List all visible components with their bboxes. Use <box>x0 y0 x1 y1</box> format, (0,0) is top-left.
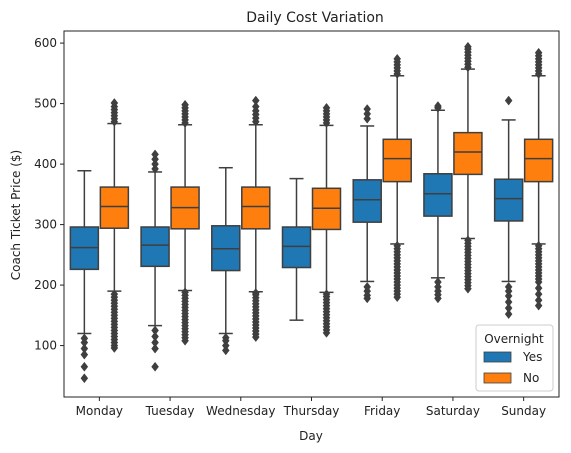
legend-title: Overnight <box>484 332 544 346</box>
x-tick-label: Friday <box>364 404 400 418</box>
x-axis-title: Day <box>299 429 323 443</box>
outlier-point <box>110 98 119 108</box>
outlier-point <box>322 289 331 300</box>
outlier-point <box>80 343 89 354</box>
outlier-point <box>504 297 513 307</box>
y-tick-label: 600 <box>34 36 57 50</box>
box-no-monday <box>99 98 130 353</box>
box-body <box>241 186 271 230</box>
box-body <box>140 226 170 268</box>
legend-swatch-no <box>483 372 512 384</box>
y-tick-label: 200 <box>34 278 57 292</box>
box-yes-wednesday <box>211 166 241 356</box>
box-body <box>352 179 382 223</box>
outlier-point <box>151 331 159 342</box>
outlier-point <box>151 149 159 160</box>
legend: Overnight Yes No <box>475 324 554 392</box>
outlier-point <box>504 303 513 313</box>
outlier-point <box>504 309 513 320</box>
box-yes-sunday <box>493 95 524 320</box>
outlier-point <box>534 47 543 58</box>
outlier-point <box>534 240 543 251</box>
x-axis: Monday Tuesday Wednesday Thursday Friday Satu… <box>76 397 546 418</box>
x-tick-label: Monday <box>76 404 123 418</box>
outlier-point <box>251 101 260 112</box>
outlier-point <box>534 300 543 311</box>
legend-label-no: No <box>523 371 539 385</box>
outlier-point <box>251 288 260 298</box>
outlier-point <box>151 343 159 354</box>
outlier-point <box>80 333 89 344</box>
outlier-point <box>393 240 402 251</box>
box-yes-monday <box>69 169 100 384</box>
y-tick-label: 100 <box>34 339 57 353</box>
outlier-point <box>434 101 442 111</box>
box-body <box>523 138 554 183</box>
outlier-point <box>363 104 372 114</box>
legend-label-yes: Yes <box>522 350 542 364</box>
outlier-point <box>434 277 442 287</box>
y-tick-label: 500 <box>34 97 57 111</box>
outlier-point <box>80 361 89 372</box>
x-tick-label: Sunday <box>501 404 546 418</box>
chart-title: Daily Cost Variation <box>246 10 384 26</box>
y-axis-title: Coach Ticket Price ($) <box>9 150 23 281</box>
box-body <box>382 138 412 183</box>
y-axis: 100 200 300 400 500 600 <box>34 36 64 353</box>
outlier-point <box>181 287 189 298</box>
x-tick-label: Wednesday <box>206 404 275 418</box>
box-no-friday <box>382 53 412 303</box>
plot-area <box>69 41 554 384</box>
box-no-saturday <box>453 41 483 294</box>
outlier-point <box>322 102 331 113</box>
outlier-point <box>393 53 402 64</box>
box-no-tuesday <box>170 99 200 346</box>
x-tick-label: Tuesday <box>145 404 195 418</box>
outlier-point <box>504 281 513 292</box>
x-tick-label: Saturday <box>426 404 480 418</box>
outlier-point <box>181 99 189 110</box>
outlier-point <box>251 95 260 106</box>
y-tick-label: 300 <box>34 218 57 232</box>
outlier-point <box>504 95 513 106</box>
outlier-point <box>534 295 543 306</box>
box-no-thursday <box>311 102 342 338</box>
outlier-point <box>221 332 230 343</box>
box-yes-tuesday <box>140 149 170 372</box>
outlier-point <box>151 325 159 336</box>
y-tick-label: 400 <box>34 157 57 171</box>
outlier-point <box>534 283 543 294</box>
outlier-point <box>110 289 119 300</box>
box-yes-thursday <box>281 177 312 321</box>
outlier-point <box>464 41 472 52</box>
box-body <box>423 173 453 217</box>
box-body <box>493 178 524 222</box>
outlier-point <box>80 349 89 360</box>
box-body <box>453 131 483 176</box>
outlier-point <box>80 373 89 384</box>
box-no-sunday <box>523 47 554 311</box>
outlier-point <box>534 289 543 300</box>
outlier-point <box>363 281 372 292</box>
outlier-point <box>151 337 159 348</box>
box-yes-friday <box>352 104 382 304</box>
box-body <box>281 226 312 269</box>
box-no-wednesday <box>241 95 271 343</box>
legend-swatch-yes <box>483 351 512 363</box>
box-body <box>99 186 130 229</box>
outlier-point <box>151 361 159 372</box>
box-yes-saturday <box>423 101 453 304</box>
x-tick-label: Thursday <box>283 404 340 418</box>
outlier-point <box>464 235 472 246</box>
